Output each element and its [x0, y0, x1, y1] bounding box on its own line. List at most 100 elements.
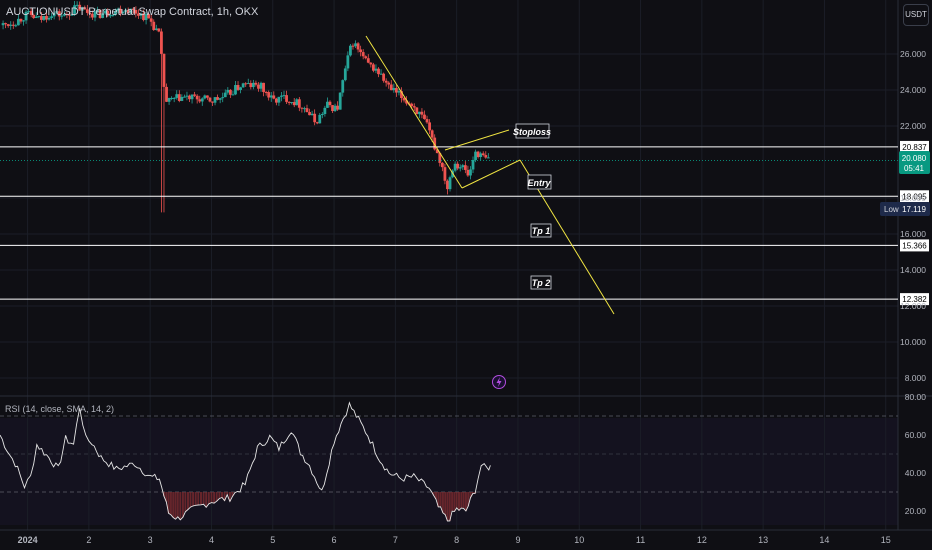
time-tick-label: 13 [758, 535, 768, 545]
candle-body [195, 95, 199, 100]
entry-label[interactable]: Entry [527, 174, 551, 190]
price-level-tag [900, 190, 929, 203]
candle-body [343, 68, 347, 81]
candle-body [96, 9, 99, 12]
price-tick-label: 24.000 [900, 85, 926, 95]
lightning-icon[interactable] [492, 375, 506, 389]
candle-body [254, 82, 258, 85]
candle-body [280, 95, 283, 97]
price-tick-label: 10.000 [900, 337, 926, 347]
candle-body [4, 23, 8, 25]
price-tick-label: 18.000 [900, 193, 926, 203]
candle-body [249, 83, 253, 88]
currency-button[interactable]: USDT [903, 4, 929, 26]
candle-body [308, 112, 311, 116]
candle-body [433, 137, 437, 150]
tp1-label[interactable]: Tp 1 [530, 223, 552, 238]
tp2-label[interactable]: Tp 2 [530, 275, 552, 290]
time-tick-label: 6 [332, 535, 337, 545]
price-tick-label: 12.000 [900, 301, 926, 311]
candle-body [24, 11, 28, 21]
low-label-text: Low [884, 205, 899, 214]
candle-body [476, 151, 480, 158]
candle-body [282, 95, 286, 97]
horizontal-levels: 20.837 18.095 15.366 12.382 [0, 140, 929, 306]
candle-body [111, 14, 115, 16]
candle-body [167, 97, 171, 102]
candle-body [121, 12, 125, 14]
time-tick-label: 10 [574, 535, 584, 545]
candle-body [14, 25, 18, 27]
stoploss-text: Stoploss [513, 127, 551, 137]
flag-lower-line[interactable] [461, 159, 521, 189]
candle-body [354, 43, 357, 47]
price-level-tag [900, 140, 929, 153]
candle-body [47, 17, 51, 20]
candle-body [320, 113, 324, 115]
candle-body [218, 98, 222, 100]
candle-body [336, 105, 340, 110]
candle-body [369, 62, 373, 65]
candle-body [62, 14, 66, 16]
candle-body [131, 8, 135, 10]
candle-body [384, 80, 388, 83]
candle-body [85, 9, 89, 13]
candle-body [55, 11, 59, 13]
time-tick-label: 7 [393, 535, 398, 545]
candle-body [60, 15, 64, 17]
tp1-text: Tp 1 [532, 226, 551, 236]
grid [0, 0, 898, 530]
rsi-title[interactable]: RSI (14, close, SMA, 14, 2) [5, 404, 115, 414]
candle-body [188, 95, 191, 100]
low-value-text: 17.119 [902, 205, 926, 214]
candle-body [29, 11, 33, 15]
candle-body [277, 96, 281, 103]
candle-body [361, 52, 365, 57]
candle-body [351, 45, 355, 47]
candle-body [157, 28, 161, 32]
candle-body [469, 169, 472, 176]
candle-body [108, 15, 112, 17]
candle-body [98, 9, 102, 18]
candle-body [259, 82, 263, 89]
candle-body [318, 114, 322, 124]
candle-body [356, 43, 360, 50]
candle-body [226, 89, 230, 93]
candle-body [285, 95, 288, 102]
candle-body [257, 84, 260, 89]
candle-body [377, 68, 380, 75]
candle-body [438, 153, 442, 163]
candle-body [34, 16, 38, 19]
candle-body [78, 4, 82, 11]
candle-body [1, 23, 5, 26]
candle-body [295, 99, 299, 106]
candle-body [420, 111, 424, 115]
candle-body [458, 167, 462, 169]
candle-body [22, 20, 25, 22]
time-tick-label: 2024 [18, 535, 38, 545]
stoploss-label[interactable]: Stoploss [513, 123, 551, 139]
candle-body [389, 84, 393, 91]
candle-body [346, 55, 350, 69]
candle-body [402, 98, 406, 101]
candle-body [379, 73, 383, 75]
candle-body [93, 11, 97, 18]
symbol-title[interactable]: AUCTIONUSDT Perpetual Swap Contract, 1h,… [6, 6, 259, 18]
candle-body [139, 13, 143, 16]
candle-body [428, 122, 431, 131]
candle-body [124, 9, 128, 13]
candle-body [183, 96, 186, 98]
candle-body [57, 11, 61, 17]
candle-body [400, 91, 403, 99]
downtrend-line[interactable] [365, 35, 463, 189]
candle-body [198, 99, 202, 102]
price-badges: 20.080 05:41 Low 17.119 [880, 151, 930, 216]
candle-body [303, 108, 306, 110]
flag-upper-line[interactable] [444, 129, 510, 151]
candle-body [471, 160, 475, 170]
candle-body [479, 153, 483, 158]
price-level-label: 12.382 [902, 295, 927, 304]
candle-body [310, 113, 314, 116]
candle-body [211, 101, 214, 103]
